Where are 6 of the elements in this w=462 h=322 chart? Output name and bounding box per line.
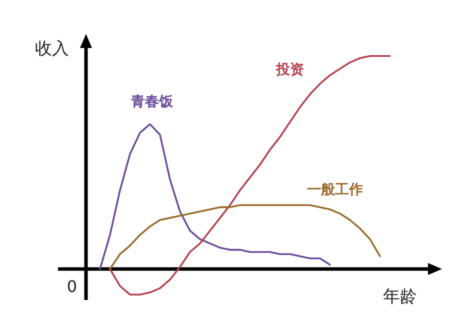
- series-label: 青春饭: [130, 94, 174, 110]
- series-label: 一般工作: [307, 182, 363, 198]
- text: 0: [66, 277, 78, 296]
- x-axis-title: 年龄: [383, 287, 417, 307]
- y-axis-title: 收入: [35, 39, 69, 59]
- series-label: 投资: [275, 62, 304, 78]
